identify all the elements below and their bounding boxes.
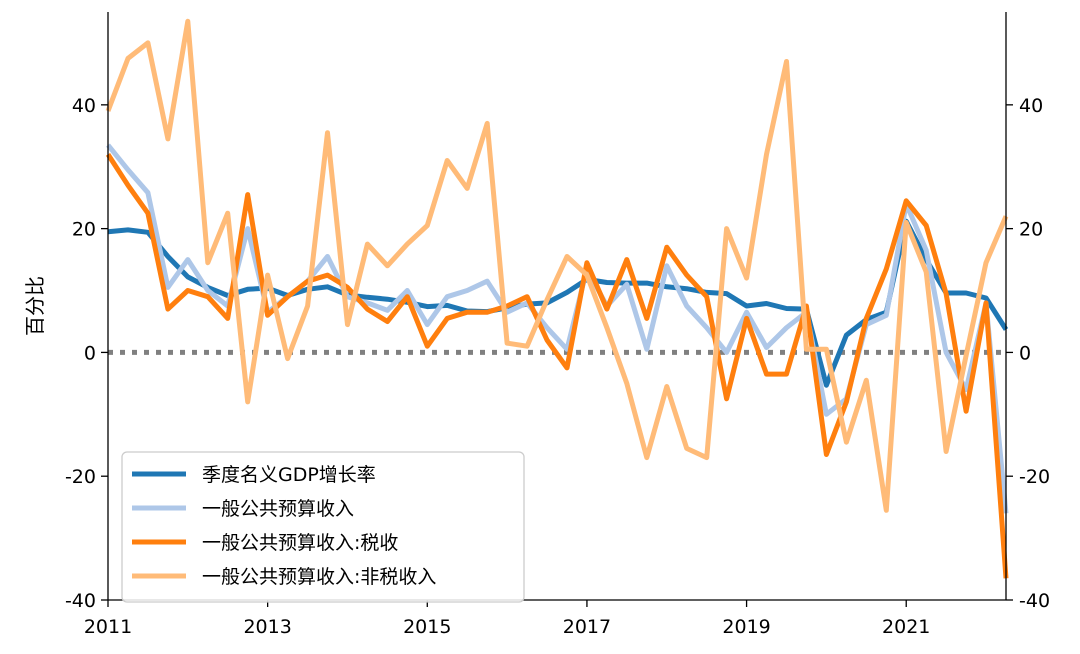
x-tick-label: 2021 (882, 616, 930, 638)
y-tick-label-left: 0 (84, 342, 96, 364)
y-tick-label-right: -40 (1019, 590, 1050, 612)
legend-label: 一般公共预算收入:非税收入 (202, 566, 436, 588)
y-tick-label-right: 40 (1019, 95, 1043, 117)
y-tick-label-left: 20 (72, 219, 96, 241)
series-line-1 (107, 218, 1009, 388)
legend-label: 一般公共预算收入 (202, 498, 354, 520)
legend-label: 一般公共预算收入:税收 (202, 532, 398, 554)
x-tick-label: 2017 (563, 616, 611, 638)
y-tick-label-right: -20 (1019, 466, 1050, 488)
y-tick-label-right: 20 (1019, 219, 1043, 241)
x-tick-label: 2015 (403, 616, 451, 638)
y-tick-label-right: 0 (1019, 342, 1031, 364)
series-layer (105, 18, 1009, 579)
y-axis-title: 百分比 (23, 276, 47, 336)
y-tick-label-left: 40 (72, 95, 96, 117)
x-tick-label: 2019 (722, 616, 770, 638)
series-line-3 (105, 153, 1009, 579)
x-tick-label: 2011 (84, 616, 132, 638)
y-tick-label-left: -20 (65, 466, 96, 488)
axes-layer: -40 -40 -20 -20 0 0 20 20 40 40 2011 2013 2015 2017 20… (65, 12, 1050, 638)
legend-label: 季度名义GDP增长率 (202, 464, 376, 486)
x-tick-label: 2013 (243, 616, 291, 638)
legend: 季度名义GDP增长率一般公共预算收入一般公共预算收入:税收一般公共预算收入:非税… (121, 451, 525, 603)
legend-frame (121, 451, 525, 603)
y-tick-label-left: -40 (65, 590, 96, 612)
series-line-4 (105, 18, 1009, 513)
